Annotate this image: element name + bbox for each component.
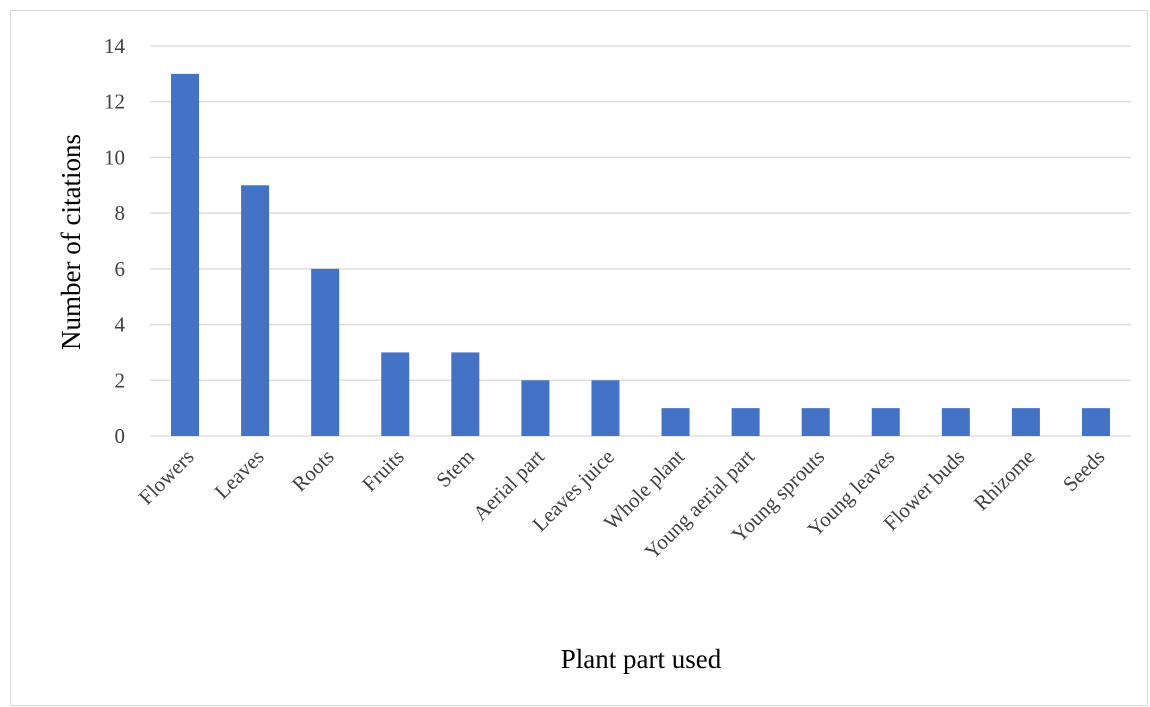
gridlines — [150, 45, 1131, 437]
y-tick-label: 6 — [115, 257, 126, 281]
bar — [591, 380, 620, 436]
bar — [451, 352, 480, 436]
y-tick-label: 2 — [115, 368, 126, 392]
x-tick-label: Fruits — [357, 445, 409, 497]
bar — [661, 408, 690, 436]
x-tick-label: Rhizome — [969, 445, 1040, 516]
bar — [941, 408, 970, 436]
bar — [731, 408, 760, 436]
y-tick-label: 0 — [115, 424, 126, 448]
y-axis-title: Number of citations — [56, 134, 86, 350]
bar — [241, 185, 270, 436]
bar — [171, 73, 200, 436]
bar — [521, 380, 550, 436]
y-tick-label: 10 — [104, 145, 125, 169]
bar — [871, 408, 900, 436]
x-tick-label: Seeds — [1058, 445, 1110, 497]
chart-frame — [10, 10, 1148, 706]
x-axis-title: Plant part used — [561, 644, 722, 674]
bar — [381, 352, 410, 436]
y-tick-label: 12 — [104, 90, 125, 114]
y-tick-labels: 0 2 4 6 8 10 12 14 — [104, 34, 126, 448]
x-tick-label: Roots — [287, 445, 339, 497]
y-tick-label: 8 — [115, 201, 126, 225]
bar — [1081, 408, 1110, 436]
y-tick-label: 4 — [115, 313, 126, 337]
y-tick-label: 14 — [104, 34, 126, 58]
bar — [801, 408, 830, 436]
bars — [171, 73, 1110, 436]
x-tick-label: Flowers — [134, 445, 199, 510]
bar — [1011, 408, 1040, 436]
bar — [311, 268, 340, 436]
x-tick-label: Stem — [431, 445, 478, 492]
x-tick-label: Leaves — [210, 445, 269, 504]
